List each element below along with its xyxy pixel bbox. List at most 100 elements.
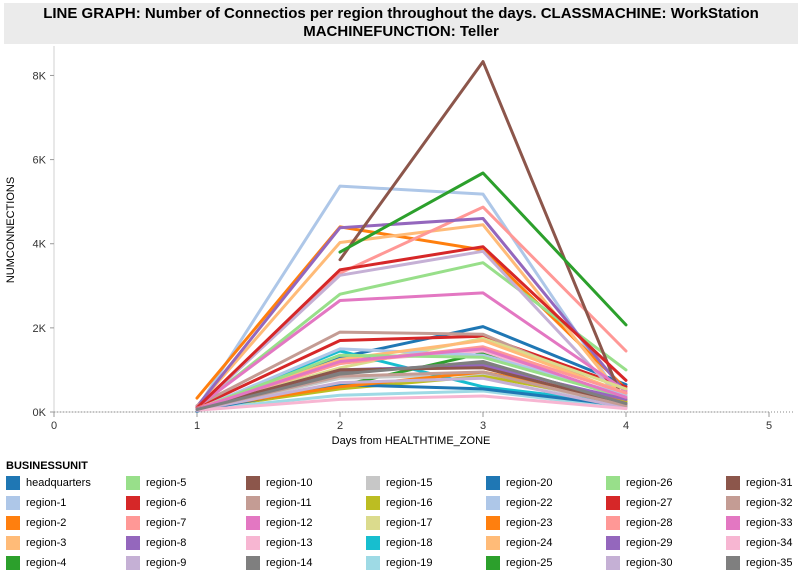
series-line-region-6[interactable] [195,334,628,409]
x-tick-label: 5 [766,420,772,432]
legend-swatch [246,556,260,570]
x-tick-label: 3 [480,420,486,432]
legend-label: region-27 [626,497,673,509]
legend-swatch [126,496,140,510]
legend-label: region-29 [626,537,673,549]
x-axis-label: Days from HEALTHTIME_ZONE [332,435,491,447]
x-tick-label: 0 [51,420,57,432]
legend-label: region-15 [386,477,433,489]
legend-label: region-31 [746,477,793,489]
legend-label: region-5 [146,477,187,489]
legend-swatch [606,496,620,510]
legend-label: region-33 [746,517,793,529]
line-chart: 0K 2K 4K 6K 8K 0 1 2 3 4 5 Days from HEALTHTIME_ZO… [5,46,795,447]
chart-title: LINE GRAPH: Number of Connectios per reg… [4,3,798,44]
y-axis-label: NUMCONNECTIONS [5,177,17,283]
legend-label: region-26 [626,477,673,489]
legend-label: region-10 [266,477,313,489]
legend-swatch [6,476,20,490]
series-line-region-5[interactable] [195,261,628,410]
chart-title-line1: LINE GRAPH: Number of Connectios per reg… [43,5,759,22]
legend-swatch [6,536,20,550]
legend-label: region-16 [386,497,433,509]
legend-label: region-32 [746,497,793,509]
legend-label: region-3 [26,537,67,549]
x-tick-label: 1 [194,420,200,432]
legend-label: region-2 [26,517,67,529]
legend-swatch [126,556,140,570]
legend-label: region-23 [506,517,553,529]
legend-swatch [366,476,380,490]
legend-label: region-4 [26,557,67,569]
legend-swatch [366,556,380,570]
legend-swatch [606,556,620,570]
legend-label: region-24 [506,537,553,549]
legend: BUSINESSUNIT headquarters region-1 region-… [6,460,800,584]
legend-label: region-28 [626,517,673,529]
legend-swatch [246,496,260,510]
legend-label: region-25 [506,557,553,569]
legend-label: region-12 [266,517,313,529]
series-line-region-34[interactable] [195,394,628,412]
series-lines [195,60,628,413]
legend-label: region-7 [146,517,187,529]
legend-label: region-20 [506,477,553,489]
y-tick-label: 2K [33,323,47,335]
legend-swatch [486,556,500,570]
legend-swatch [726,496,740,510]
series-line-region-27[interactable] [195,245,628,410]
legend-swatch [6,496,20,510]
legend-swatch [486,516,500,530]
legend-title: BUSINESSUNIT [6,460,88,472]
legend-swatch [606,516,620,530]
series-line-region-12[interactable] [195,291,628,409]
legend-label: region-6 [146,497,187,509]
chart-title-line2: MACHINEFUNCTION: Teller [303,23,499,40]
series-line-region-10[interactable] [338,60,628,410]
series-line-region-22[interactable] [195,347,628,411]
legend-label: region-14 [266,557,313,569]
legend-label: headquarters [26,477,91,489]
legend-swatch [486,496,500,510]
legend-swatch [726,516,740,530]
legend-label: region-8 [146,537,187,549]
series-line-region-33[interactable] [195,347,628,411]
x-tick-label: 2 [337,420,343,432]
legend-swatch [366,516,380,530]
x-tick-label: 4 [623,420,629,432]
series-line-region-19[interactable] [195,389,628,412]
series-line-region-2[interactable] [195,225,628,400]
y-tick-label: 6K [33,155,47,167]
legend-swatch [726,536,740,550]
legend-label: region-22 [506,497,553,509]
legend-swatch [606,476,620,490]
legend-swatch [126,536,140,550]
y-tick-label: 8K [33,70,47,82]
legend-label: region-34 [746,537,793,549]
legend-swatch [486,476,500,490]
series-line-region-1[interactable] [195,184,628,411]
series-line-region-8[interactable] [195,217,628,408]
legend-swatch [366,536,380,550]
legend-swatch [246,536,260,550]
legend-swatch [606,536,620,550]
y-tick-label: 0K [33,407,47,419]
legend-label: region-35 [746,557,793,569]
legend-label: region-13 [266,537,313,549]
series-line-region-30[interactable] [195,376,628,412]
legend-swatch [246,516,260,530]
series-line-region-25[interactable] [338,171,628,327]
legend-swatch [6,556,20,570]
legend-label: region-18 [386,537,433,549]
legend-swatch [126,476,140,490]
y-tick-label: 4K [33,239,47,251]
legend-swatch [6,516,20,530]
legend-swatch [366,496,380,510]
legend-label: region-19 [386,557,433,569]
axes: 0K 2K 4K 6K 8K 0 1 2 3 4 5 [33,46,795,432]
legend-label: region-1 [26,497,67,509]
legend-label: region-17 [386,517,433,529]
series-line-region-35[interactable] [195,360,628,411]
series-line-region-9[interactable] [195,249,628,410]
legend-swatch [486,536,500,550]
